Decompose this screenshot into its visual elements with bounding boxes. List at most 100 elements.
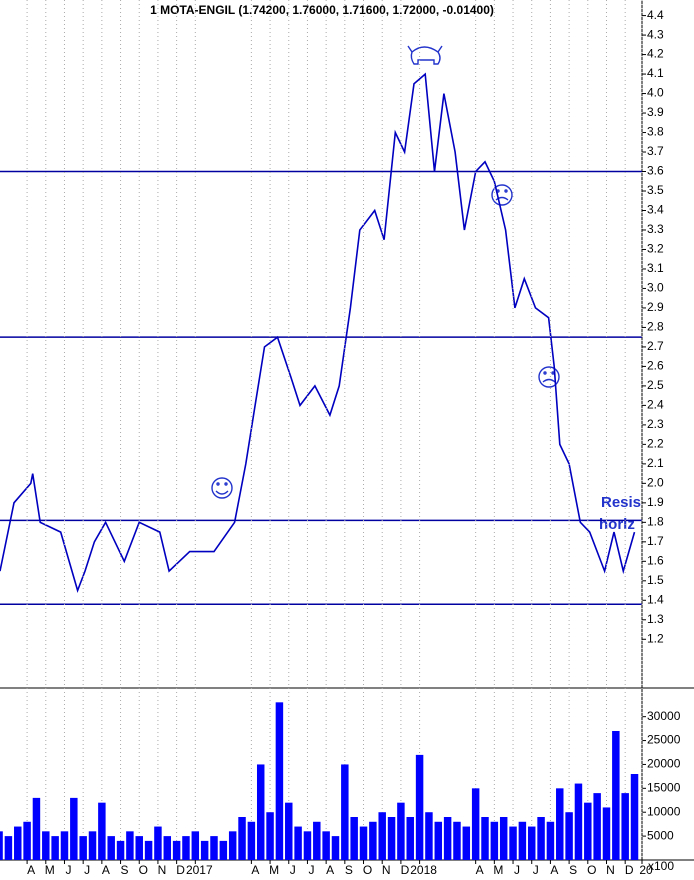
y-tick-label: 30000 xyxy=(647,709,681,723)
volume-bar xyxy=(294,826,302,860)
x-tick-label: N xyxy=(158,863,167,877)
volume-bar xyxy=(228,831,237,860)
frown xyxy=(538,366,560,388)
volume-bar xyxy=(200,840,209,860)
volume-bar xyxy=(471,788,480,860)
volume-bar xyxy=(565,812,573,860)
volume-bar xyxy=(378,812,386,860)
volume-bar xyxy=(527,826,536,860)
x-tick-label: S xyxy=(345,863,353,877)
x-tick-label: S xyxy=(121,863,129,877)
y-tick-label: 1.2 xyxy=(647,631,664,645)
volume-bar xyxy=(350,817,358,860)
y-tick-label: 4.2 xyxy=(647,47,664,61)
smiley xyxy=(211,477,233,499)
x-tick-label: D xyxy=(176,863,185,877)
x-tick-label: 2018 xyxy=(410,863,437,877)
y-tick-label: 3.8 xyxy=(647,125,664,139)
volume-bar xyxy=(331,836,340,860)
y-tick-label: 25000 xyxy=(647,733,681,747)
x-tick-label: O xyxy=(139,863,148,877)
volume-bar xyxy=(163,836,172,860)
volume-bar xyxy=(126,831,134,860)
y-tick-label: 3.4 xyxy=(647,203,664,217)
x-tick-label: M xyxy=(269,863,279,877)
volume-bar xyxy=(499,817,508,860)
volume-bar xyxy=(341,764,349,860)
volume-bar xyxy=(387,817,396,860)
y-tick-label: 3.6 xyxy=(647,164,664,178)
volume-bar xyxy=(425,812,433,860)
volume-bar xyxy=(490,821,499,860)
x-tick-label: M xyxy=(493,863,503,877)
y-tick-label: 2.7 xyxy=(647,339,664,353)
volume-bar xyxy=(107,836,115,860)
price-line xyxy=(0,72,636,594)
volume-bar xyxy=(612,731,620,860)
bull-icon xyxy=(407,45,443,65)
annotation: horiz xyxy=(599,516,635,533)
volume-bar xyxy=(70,797,78,860)
volume-bar xyxy=(359,826,368,860)
x-tick-label: 20 xyxy=(639,863,653,877)
x-tick-label: O xyxy=(587,863,596,877)
volume-bar xyxy=(537,817,545,860)
volume-bar xyxy=(602,807,611,860)
volume-bar xyxy=(593,793,601,860)
y-tick-label: 1.7 xyxy=(647,534,664,548)
x-tick-label: D xyxy=(625,863,634,877)
volume-bar xyxy=(23,821,31,860)
y-tick-label: 2.5 xyxy=(647,378,664,392)
y-tick-label: 4.0 xyxy=(647,86,664,100)
x-tick-label: D xyxy=(401,863,410,877)
volume-bar xyxy=(116,840,125,860)
x-tick-label: J xyxy=(308,863,314,877)
chart-title: 1 MOTA-ENGIL (1.74200, 1.76000, 1.71600,… xyxy=(150,3,494,17)
y-tick-label: 20000 xyxy=(647,757,681,771)
x-tick-label: N xyxy=(606,863,615,877)
y-tick-label: 4.1 xyxy=(647,66,664,80)
y-tick-label: 2.8 xyxy=(647,320,664,334)
y-tick-label: 2.6 xyxy=(647,359,664,373)
x-tick-label: A xyxy=(476,863,484,877)
volume-bar xyxy=(266,812,274,860)
x-tick-label: J xyxy=(533,863,539,877)
volume-bar xyxy=(574,783,583,860)
x-tick-label: A xyxy=(27,863,35,877)
volume-bar xyxy=(509,826,517,860)
volume-bar xyxy=(172,840,181,860)
y-tick-label: 2.3 xyxy=(647,417,664,431)
x-tick-label: J xyxy=(290,863,296,877)
y-tick-label: 2.9 xyxy=(647,300,664,314)
x-tick-label: J xyxy=(84,863,90,877)
y-tick-label: 3.1 xyxy=(647,261,664,275)
y-tick-label: 2.0 xyxy=(647,476,664,490)
x-tick-label: M xyxy=(45,863,55,877)
x-tick-label: O xyxy=(363,863,372,877)
volume-bar xyxy=(481,817,489,860)
x-tick-label: J xyxy=(65,863,71,877)
volume-bar xyxy=(0,831,3,860)
y-tick-label: 15000 xyxy=(647,781,681,795)
y-tick-label: 5000 xyxy=(647,828,674,842)
volume-bar xyxy=(219,840,228,860)
y-tick-label: 3.9 xyxy=(647,105,664,119)
y-tick-label: 1.6 xyxy=(647,553,664,567)
y-tick-label: 2.2 xyxy=(647,437,664,451)
x-tick-label: A xyxy=(326,863,334,877)
y-tick-label: 2.1 xyxy=(647,456,664,470)
x-tick-label: 2017 xyxy=(186,863,213,877)
volume-bar xyxy=(584,802,592,860)
volume-bar xyxy=(369,821,377,860)
y-tick-label: 1.5 xyxy=(647,573,664,587)
y-tick-label: 1.3 xyxy=(647,612,664,626)
y-tick-label: 3.3 xyxy=(647,222,664,236)
volume-bar xyxy=(621,793,629,860)
volume-bar xyxy=(247,821,256,860)
volume-bar xyxy=(60,831,69,860)
volume-bar xyxy=(4,836,13,860)
volume-bar xyxy=(406,817,414,860)
y-tick-label: 3.2 xyxy=(647,242,664,256)
volume-bar xyxy=(182,836,190,860)
